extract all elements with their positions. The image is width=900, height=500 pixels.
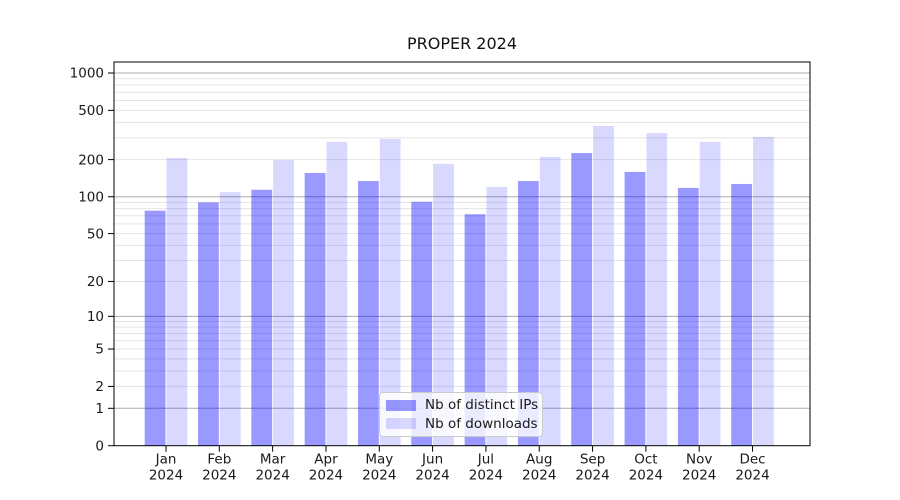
x-tick-label-year: 2024: [469, 468, 503, 484]
x-tick-label-year: 2024: [735, 468, 769, 484]
x-tick-label-month: Dec: [739, 452, 765, 468]
legend: Nb of distinct IPs Nb of downloads: [379, 392, 543, 437]
x-tick-label-month: Oct: [634, 452, 657, 468]
bar-downloads-oct: [646, 133, 668, 446]
legend-swatch-downloads-icon: [386, 418, 416, 430]
x-tick-label-month: Mar: [260, 452, 286, 468]
bar-ips-jun: [411, 201, 433, 446]
x-tick-label-year: 2024: [309, 468, 343, 484]
x-tick-label-month: Apr: [314, 452, 338, 468]
y-tick-label: 1: [95, 401, 104, 417]
bar-ips-jul: [464, 214, 486, 446]
x-tick-label-month: Sep: [580, 452, 605, 468]
x-tick-label-month: Nov: [686, 452, 712, 468]
bar-downloads-sep: [593, 125, 614, 446]
x-tick-label-month: Aug: [526, 452, 552, 468]
bar-downloads-dec: [753, 136, 774, 446]
bar-ips-jan: [144, 210, 166, 446]
y-tick-label: 100: [78, 189, 104, 205]
x-tick-label-year: 2024: [522, 468, 556, 484]
plot-border: [113, 61, 811, 447]
bar-ips-sep: [571, 153, 593, 446]
bar-downloads-feb: [219, 192, 241, 446]
bar-downloads-jan: [166, 158, 188, 446]
bar-downloads-apr: [326, 141, 348, 446]
chart-title: PROPER 2024: [406, 34, 518, 53]
bar-downloads-jun: [433, 163, 454, 446]
x-tick-label-month: Feb: [207, 452, 231, 468]
y-tick-label: 0: [95, 438, 104, 454]
bar-downloads-mar: [273, 160, 294, 446]
bar-ips-mar: [251, 189, 273, 446]
x-tick-label-year: 2024: [362, 468, 396, 484]
x-tick-label-year: 2024: [629, 468, 663, 484]
legend-row-downloads: Nb of downloads: [386, 415, 538, 432]
y-tick-label: 200: [78, 152, 104, 168]
x-tick-label-year: 2024: [202, 468, 236, 484]
y-tick-label: 500: [78, 103, 104, 119]
bar-downloads-nov: [699, 141, 721, 446]
y-tick-label: 10: [87, 309, 104, 325]
y-tick-label: 1000: [70, 66, 104, 82]
bar-downloads-jul: [486, 186, 508, 446]
y-tick-label: 5: [95, 342, 104, 358]
legend-label-downloads: Nb of downloads: [425, 415, 538, 432]
y-tick-label: 20: [87, 274, 104, 290]
bar-ips-oct: [624, 171, 646, 446]
bar-ips-aug: [517, 181, 539, 446]
x-tick-label-month: May: [365, 452, 393, 468]
x-tick-label-year: 2024: [149, 468, 183, 484]
x-tick-label-year: 2024: [415, 468, 449, 484]
bar-downloads-may: [379, 138, 401, 446]
y-tick-label: 2: [95, 379, 104, 395]
bar-ips-apr: [304, 172, 326, 446]
bar-ips-may: [357, 181, 379, 446]
legend-swatch-ips-icon: [386, 399, 416, 411]
legend-label-ips: Nb of distinct IPs: [425, 397, 539, 414]
bar-ips-dec: [731, 183, 753, 446]
legend-row-ips: Nb of distinct IPs: [386, 397, 539, 414]
bar-ips-nov: [677, 187, 699, 446]
x-tick-label-year: 2024: [575, 468, 609, 484]
y-tick-label: 50: [87, 226, 104, 242]
x-tick-label-year: 2024: [682, 468, 716, 484]
x-tick-label-month: Jul: [477, 452, 494, 468]
bar-ips-feb: [198, 202, 219, 446]
bar-downloads-aug: [539, 156, 561, 446]
x-tick-label-month: Jun: [421, 452, 443, 468]
x-tick-label-year: 2024: [255, 468, 289, 484]
x-tick-label-month: Jan: [155, 452, 177, 468]
